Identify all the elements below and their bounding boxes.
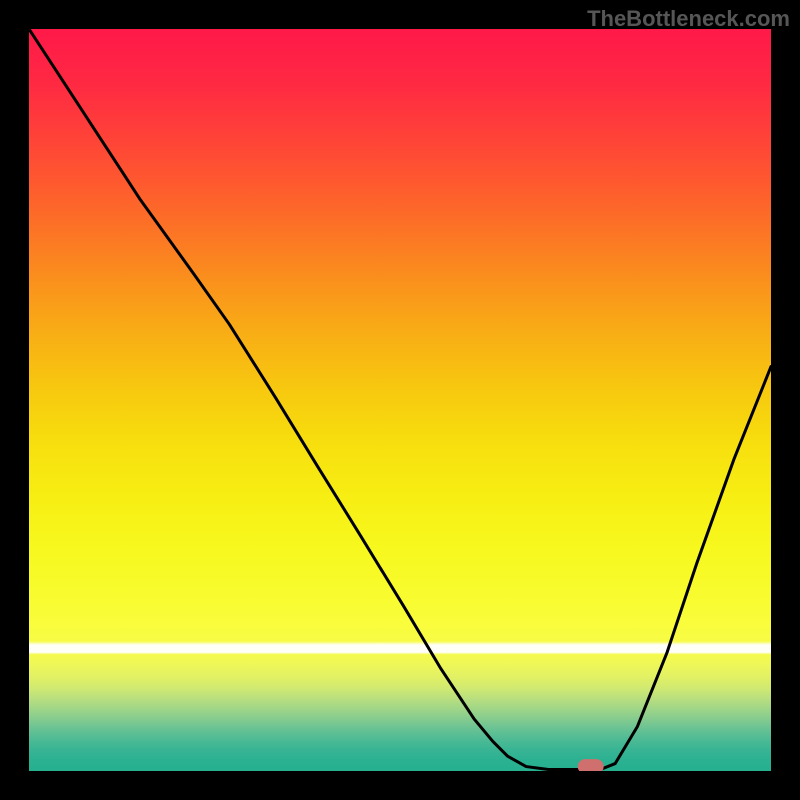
chart-svg xyxy=(29,29,771,771)
watermark-text: TheBottleneck.com xyxy=(587,6,790,32)
optimum-marker xyxy=(578,759,604,771)
chart-background xyxy=(29,29,771,771)
chart-plot-area xyxy=(29,29,771,771)
